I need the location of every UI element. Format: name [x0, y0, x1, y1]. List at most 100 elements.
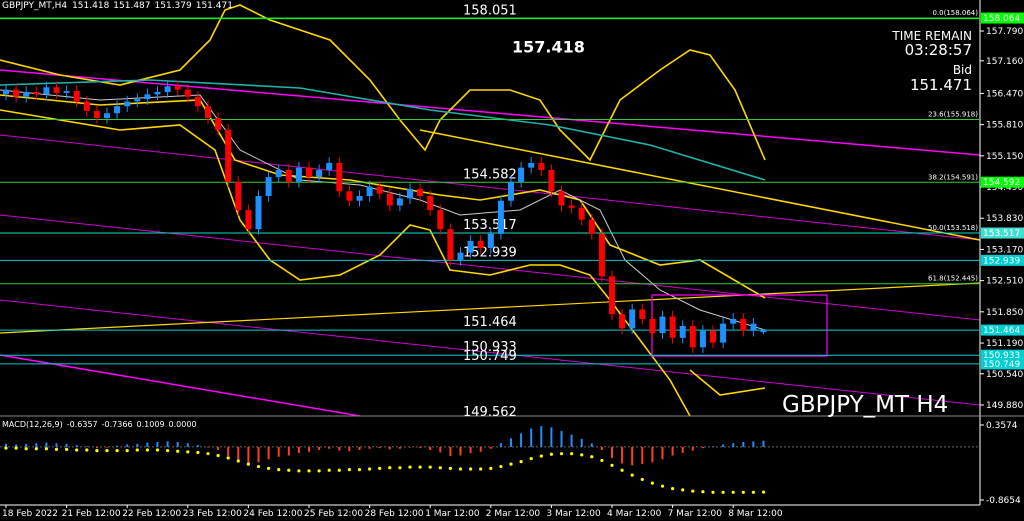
candle-body [306, 167, 312, 178]
macd-signal-dot [630, 473, 634, 477]
macd-signal-dot [378, 466, 382, 470]
y-tick-label: 155.810 [986, 121, 1023, 131]
macd-signal-dot [458, 467, 463, 471]
macd-signal-dot [256, 464, 261, 469]
level-label: 150.749 [463, 349, 517, 364]
candle-body [366, 186, 373, 197]
macd-signal-dot [246, 462, 250, 466]
macd-signal-dot [44, 447, 49, 451]
x-tick-label: 8 Mar 12:00 [728, 509, 783, 519]
price-tag-label: 158.064 [983, 14, 1020, 24]
macd-title: MACD(12,26,9) [2, 420, 63, 429]
macd-signal-dot [761, 490, 766, 494]
candle-body [750, 323, 757, 331]
macd-signal-dot [105, 449, 109, 453]
macd-signal-dot [398, 466, 402, 470]
candle-body [63, 91, 70, 93]
candle-body [720, 323, 727, 343]
macd-signal-dot [166, 449, 170, 453]
candle-body [609, 276, 615, 315]
candle-body [53, 87, 60, 93]
macd-signal-dot [368, 467, 372, 471]
macd-signal-dot [216, 453, 220, 458]
bid-value: 151.471 [910, 76, 972, 94]
x-tick-label: 23 Feb 12:00 [183, 509, 242, 519]
last-close: 151.471 [196, 1, 233, 11]
x-tick-label: 18 Feb 2022 [2, 509, 58, 519]
macd-signal-dot [448, 466, 452, 470]
macd-extra: 0.0000 [169, 420, 197, 429]
macd-signal-dot [125, 449, 129, 453]
candle-body [295, 167, 302, 182]
macd-signal-dot [54, 447, 59, 451]
candle-body [649, 318, 656, 334]
candle-body [508, 181, 514, 201]
level-label: 153.517 [463, 218, 517, 233]
candle-body [124, 101, 131, 107]
macd-signal-dot [155, 448, 160, 452]
macd-signal-dot [731, 490, 735, 494]
candle-body [558, 191, 565, 206]
level-label: 152.939 [463, 245, 517, 260]
macd-signal-dot [196, 450, 200, 455]
candle-body [679, 326, 686, 338]
candle-body [93, 110, 100, 119]
candle-body [336, 162, 343, 192]
candle-body [164, 86, 171, 93]
macd-signal-dot [135, 448, 139, 452]
candle-body [538, 162, 545, 171]
candle-body [326, 162, 333, 171]
macd-signal-dot [317, 469, 321, 473]
macd-signal-dot [236, 459, 240, 463]
candle-body [174, 86, 181, 90]
macd-signal-dot [115, 449, 119, 453]
bollinger-lower [0, 109, 691, 417]
candle-body [396, 198, 403, 206]
price-tag [981, 324, 1024, 336]
candle-body [73, 91, 80, 102]
moving-average [0, 89, 766, 331]
macd-signal-dot [145, 448, 149, 452]
macd-signal-dot [570, 452, 574, 456]
x-tick-label: 22 Feb 12:00 [122, 509, 181, 519]
y-tick-label: 151.850 [986, 308, 1023, 318]
candle-body [477, 240, 484, 249]
candle-body [265, 177, 272, 197]
y-tick-label: 154.490 [986, 183, 1023, 193]
macd-hist-last: 0.1009 [137, 420, 165, 429]
candle-body [487, 233, 494, 249]
macd-signal-dot [267, 466, 271, 470]
macd-signal-dot [75, 448, 79, 452]
price-tag-label: 154.592 [983, 178, 1020, 188]
candle-body [407, 188, 413, 199]
channel-line [0, 354, 361, 417]
macd-signal-dot [327, 468, 331, 472]
fib-label: 50.0(153.518) [928, 224, 978, 232]
candle-body [497, 200, 504, 234]
macd-signal-last: -0.7366 [102, 420, 133, 429]
last-open: 151.418 [72, 1, 109, 11]
macd-signal-dot [559, 452, 564, 456]
bollinger-lower [689, 369, 766, 396]
candle-body [427, 196, 434, 211]
x-tick-label: 4 Mar 12:00 [607, 509, 662, 519]
x-tick-label: 21 Feb 12:00 [62, 509, 121, 519]
last-high: 151.487 [113, 1, 150, 11]
x-tick-label: 3 Mar 12:00 [546, 509, 601, 519]
candle-body [43, 87, 50, 95]
level-label: 158.051 [463, 4, 517, 19]
candle-body [588, 219, 595, 234]
macd-signal-dot [206, 452, 210, 456]
level-label: 154.582 [463, 168, 517, 183]
macd-signal-dot [428, 465, 432, 469]
macd-signal-dot [307, 469, 311, 473]
macd-y-tick-label: -0.8654 [986, 496, 1021, 506]
macd-signal-dot [226, 456, 230, 460]
candle-body [154, 92, 161, 95]
price-tag [981, 12, 1024, 24]
bollinger-upper [0, 4, 766, 162]
macd-signal-dot [489, 466, 493, 470]
macd-signal-dot [469, 467, 473, 471]
macd-signal-dot [347, 468, 351, 472]
